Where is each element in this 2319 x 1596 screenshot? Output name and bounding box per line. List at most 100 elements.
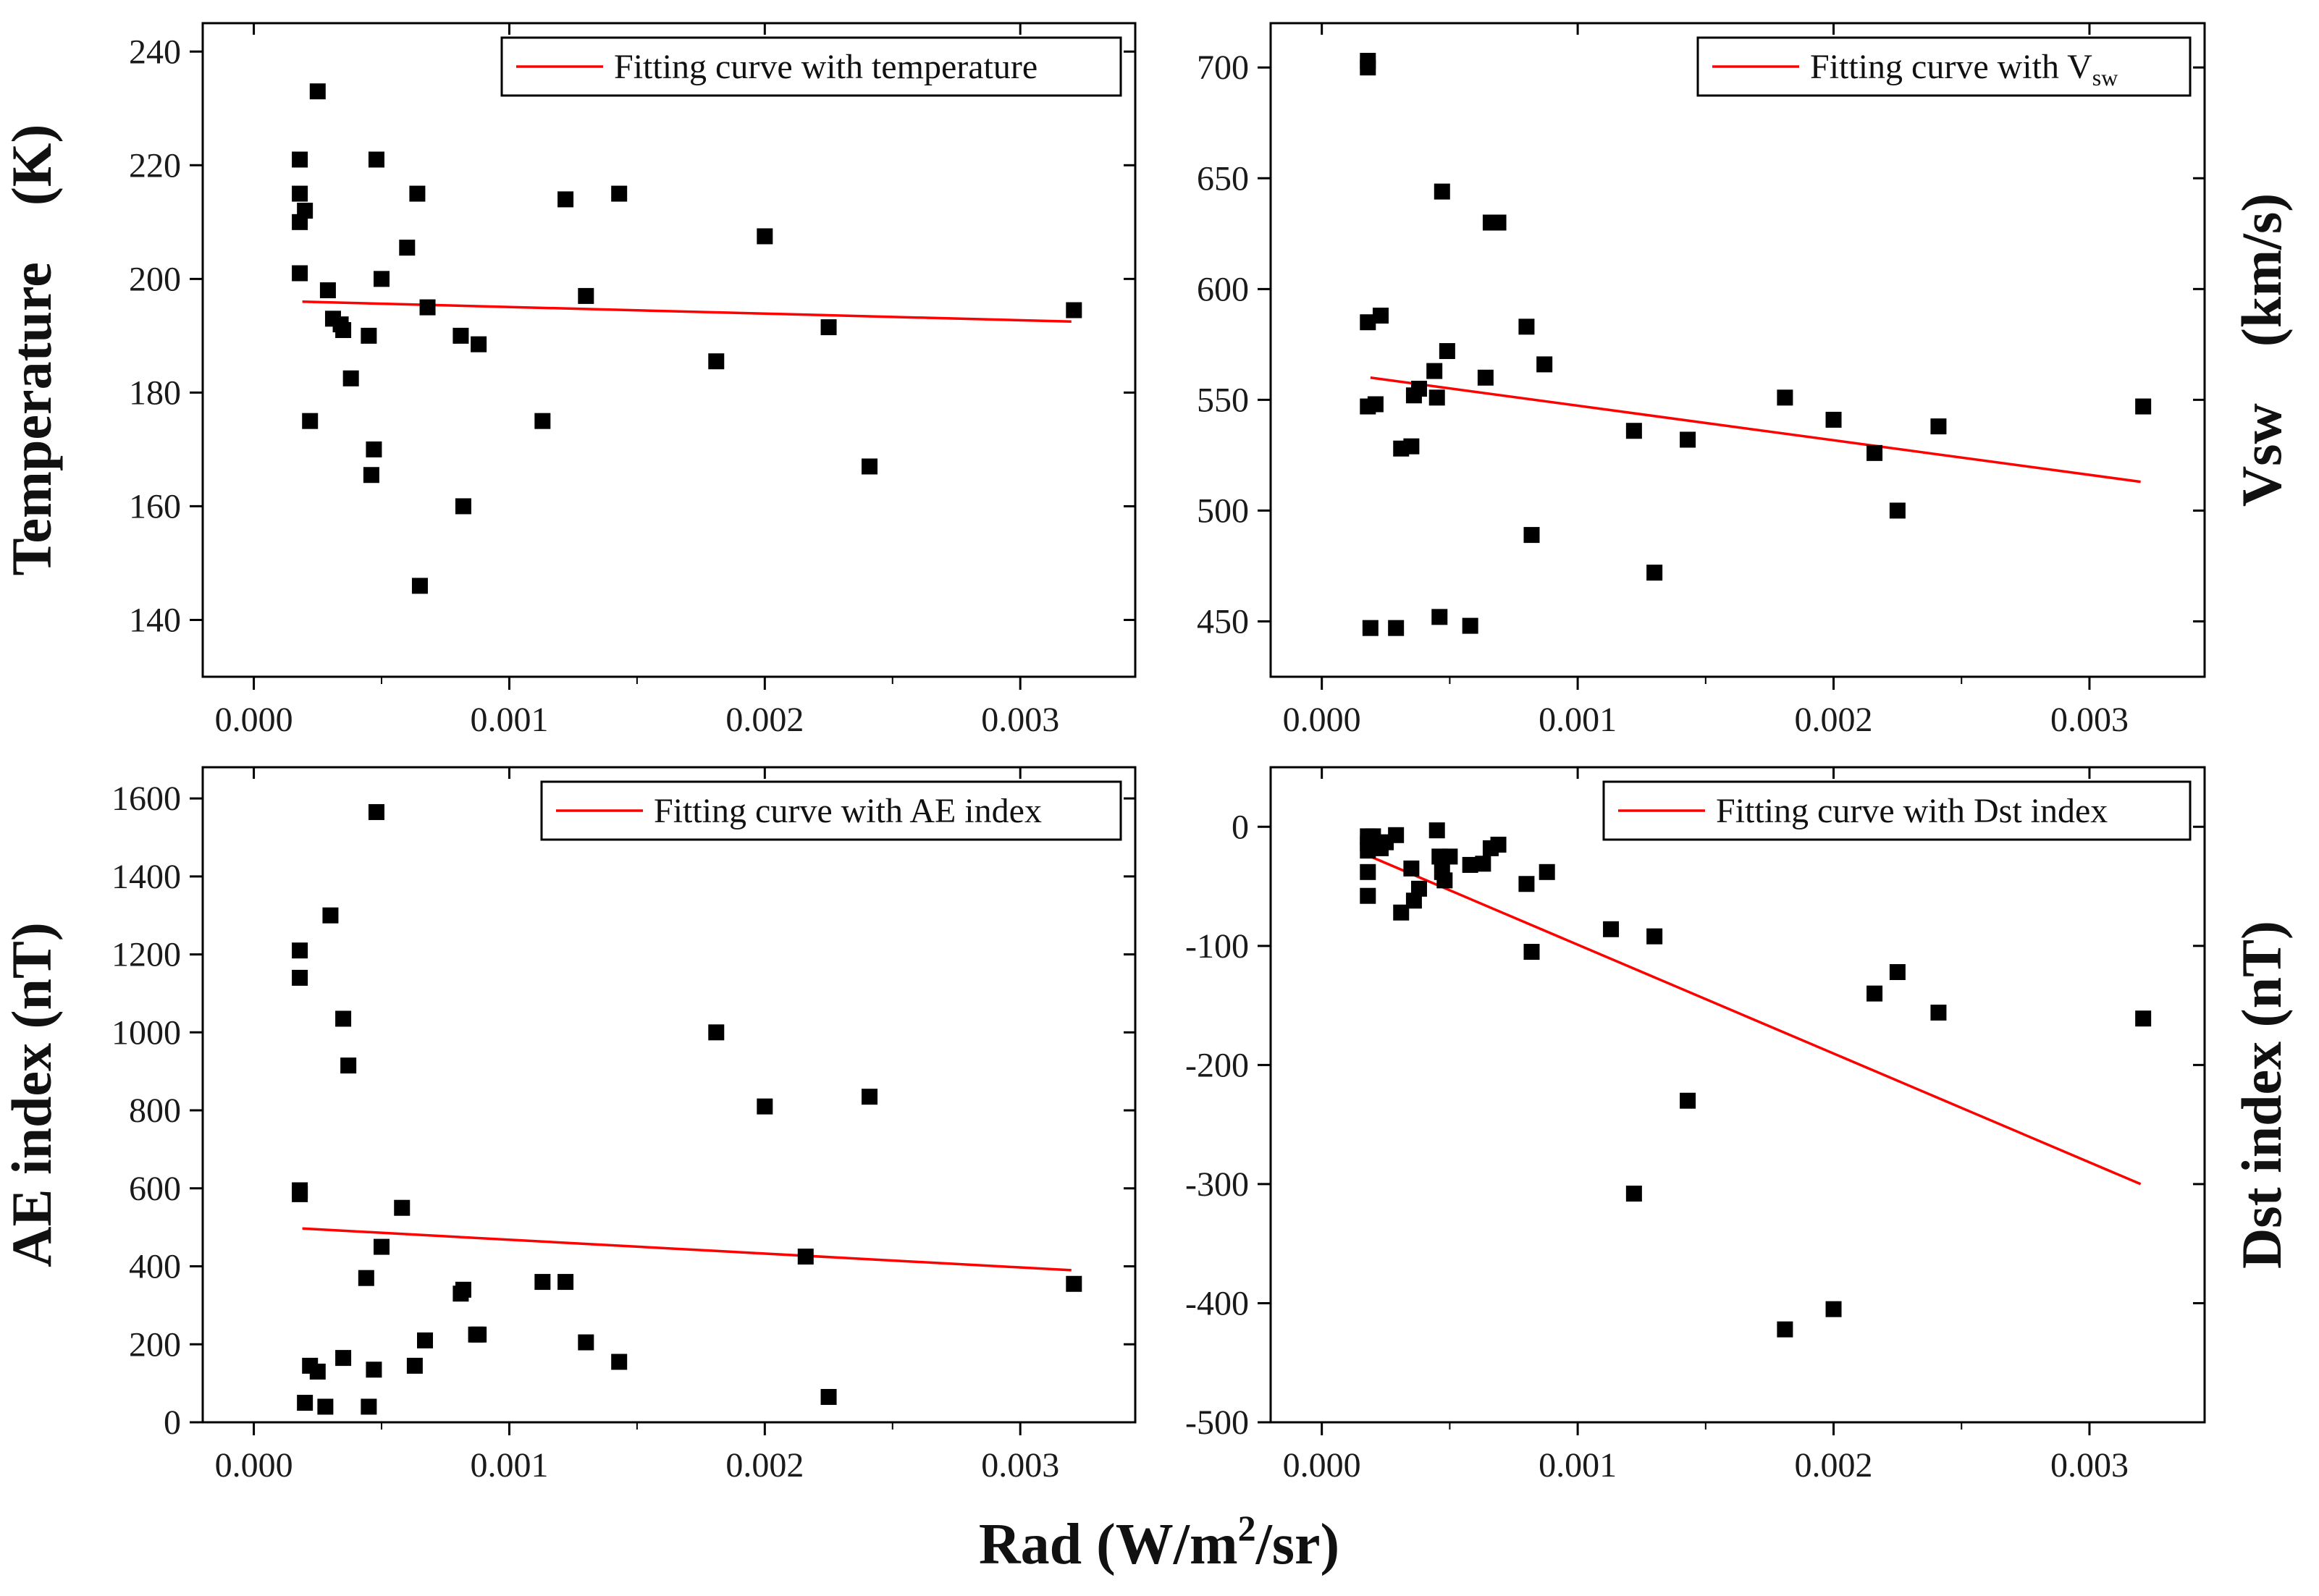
data-point <box>1523 944 1540 960</box>
data-point <box>1825 411 1842 428</box>
data-point <box>1930 1004 1947 1021</box>
data-point <box>1477 369 1494 386</box>
y-tick-label: 0 <box>1232 808 1249 846</box>
plot-frame <box>201 766 1137 1424</box>
data-point <box>1360 887 1376 904</box>
data-point <box>1777 1321 1793 1338</box>
data-point <box>578 287 594 304</box>
chart-ae: 0.000 0.001 0.002 0.003 0 200 400 600 800 1000 120… <box>0 766 1137 1485</box>
data-point <box>1646 928 1663 945</box>
data-point <box>335 322 352 339</box>
data-point <box>1490 214 1507 231</box>
fit-line <box>1370 855 2142 1186</box>
data-point <box>1680 1092 1696 1109</box>
y-axis-label: AE index (nT) <box>0 922 63 1267</box>
data-point <box>708 353 725 370</box>
x-tick-label: 0.001 <box>1539 701 1617 739</box>
data-point <box>358 1270 374 1286</box>
data-point <box>1518 876 1535 892</box>
data-point <box>708 1024 725 1041</box>
data-point <box>1066 302 1082 318</box>
data-point <box>366 441 382 457</box>
data-point <box>534 1274 551 1291</box>
y-tick-label: 220 <box>129 146 181 185</box>
data-point <box>317 1398 334 1415</box>
data-point <box>1866 985 1883 1002</box>
data-point <box>406 1357 423 1374</box>
data-point <box>335 1010 352 1027</box>
data-point <box>1066 1275 1082 1292</box>
y-tick-label: 200 <box>129 260 181 298</box>
y-tick-label: 140 <box>129 601 181 639</box>
data-point <box>1825 1301 1842 1317</box>
y-axis-label: Vsw (km/s) <box>2230 193 2293 507</box>
data-point <box>534 413 551 429</box>
legend-subscript: sw <box>2092 64 2118 90</box>
x-tick-label: 0.000 <box>1283 701 1361 739</box>
data-point <box>1462 856 1478 873</box>
data-point <box>757 1098 773 1115</box>
data-point <box>757 228 773 245</box>
data-point <box>471 336 487 352</box>
x-tick-label: 0.002 <box>1795 1446 1873 1485</box>
y-tick-label: -500 <box>1185 1403 1249 1442</box>
data-point <box>1403 438 1420 455</box>
legend-text: Fitting curve with temperature <box>614 48 1038 86</box>
x-tick-label: 0.003 <box>2050 1446 2129 1485</box>
legend-box <box>500 36 1122 97</box>
legend-label: Fitting curve with temperature <box>614 48 1038 86</box>
data-point <box>1360 864 1376 880</box>
data-point <box>611 1354 628 1370</box>
data-point <box>453 327 469 344</box>
x-tick-label: 0.002 <box>1795 701 1873 739</box>
data-point <box>368 151 384 168</box>
data-point <box>557 1274 574 1291</box>
plot-frame <box>201 22 1137 678</box>
data-point <box>1360 59 1376 76</box>
y-tick-label: 200 <box>129 1325 181 1364</box>
data-point <box>297 1395 313 1411</box>
y-tick-label: -100 <box>1185 927 1249 966</box>
data-point <box>455 1281 471 1298</box>
y-tick-label: -300 <box>1185 1165 1249 1204</box>
data-point <box>862 458 878 475</box>
data-point <box>1388 827 1405 843</box>
y-tick-label: 1000 <box>111 1013 181 1052</box>
y-tick-label: 1600 <box>111 780 181 818</box>
data-point <box>1866 444 1883 461</box>
data-point <box>1431 609 1448 625</box>
data-point <box>1539 864 1555 880</box>
data-point <box>1434 183 1450 200</box>
data-point <box>557 191 574 208</box>
x-tick-label: 0.001 <box>1539 1446 1617 1485</box>
x-tick-label: 0.003 <box>2050 701 2129 739</box>
data-point <box>820 319 837 336</box>
data-point <box>1439 343 1455 360</box>
data-point <box>1426 363 1443 379</box>
data-point <box>1367 396 1384 413</box>
legend-text: Fitting curve with Dst index <box>1716 792 2108 830</box>
shared-x-axis-label: Rad (W/m2/sr) <box>979 1508 1339 1576</box>
legend-label: Fitting curve with AE index <box>654 792 1042 830</box>
data-point <box>335 1350 352 1367</box>
y-tick-label: 700 <box>1197 48 1249 87</box>
fit-line <box>302 1227 1072 1272</box>
data-point <box>292 185 308 202</box>
y-tick-label: 1400 <box>111 858 181 896</box>
data-point <box>1625 423 1642 439</box>
fit-line <box>1370 376 2141 484</box>
y-tick-label: -400 <box>1185 1284 1249 1322</box>
data-point <box>1680 431 1696 448</box>
x-tick-label: 0.001 <box>470 701 548 739</box>
data-point <box>309 1363 326 1380</box>
data-point <box>309 83 326 100</box>
data-point <box>1536 356 1553 373</box>
data-point <box>394 1199 411 1216</box>
data-point <box>1388 620 1405 636</box>
data-point <box>1930 418 1947 435</box>
data-point <box>342 370 359 387</box>
data-point <box>1436 872 1453 889</box>
data-point <box>1777 389 1793 406</box>
data-point <box>374 271 390 287</box>
